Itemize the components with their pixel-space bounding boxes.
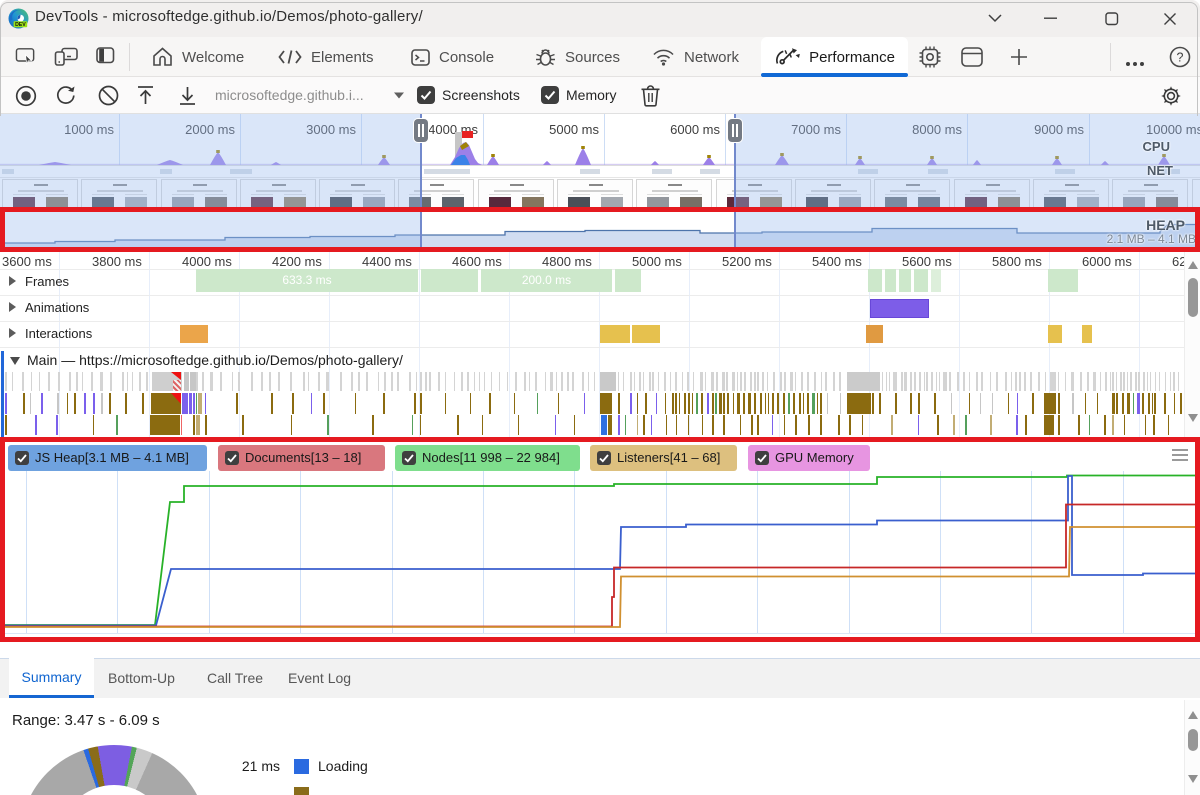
svg-text:?: ? xyxy=(1177,51,1184,65)
svg-text:DEV: DEV xyxy=(15,22,26,28)
